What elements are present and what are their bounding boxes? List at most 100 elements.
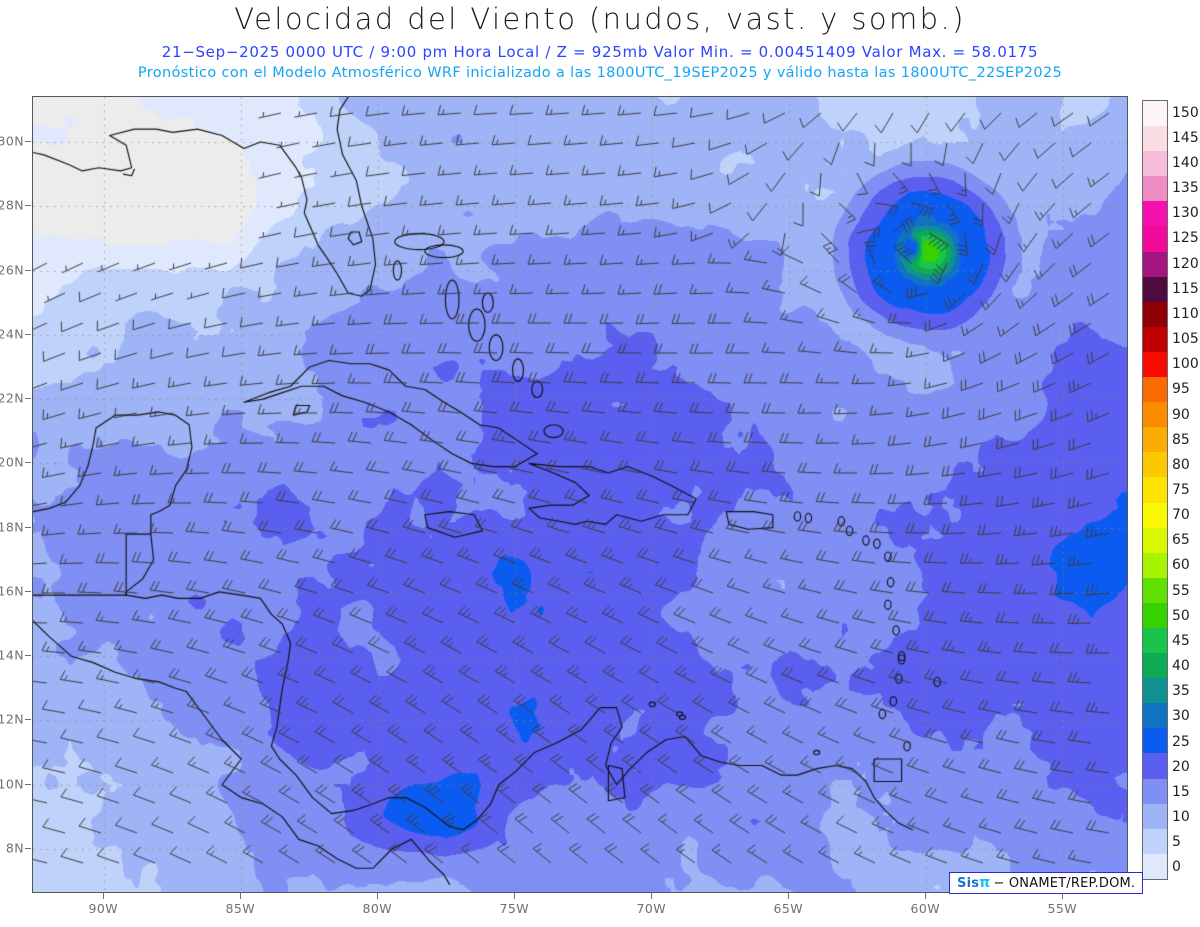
colorbar-tick-label: 55	[1172, 582, 1190, 599]
lon-tick-mark	[377, 893, 379, 899]
colorbar-tick-label: 5	[1172, 834, 1181, 851]
colorbar-tick-label: 70	[1172, 507, 1190, 524]
lon-tick-label: 90W	[88, 901, 118, 916]
lat-tick-mark	[25, 719, 31, 721]
colorbar-band	[1143, 151, 1167, 177]
colorbar-tick-label: 130	[1172, 205, 1199, 222]
lon-tick-label: 60W	[910, 901, 940, 916]
colorbar-tick-label: 10	[1172, 809, 1190, 826]
colorbar-band	[1143, 502, 1167, 528]
colorbar-band	[1143, 778, 1167, 804]
colorbar-band	[1143, 853, 1167, 879]
lat-tick-label: 10N	[0, 776, 24, 792]
lat-tick-mark	[25, 205, 31, 207]
lat-tick-mark	[25, 655, 31, 657]
colorbar-band	[1143, 577, 1167, 603]
colorbar-tick-label: 0	[1172, 859, 1181, 876]
lat-tick-mark	[25, 333, 31, 335]
wind-barb-layer	[33, 97, 1127, 892]
colorbar-band	[1143, 803, 1167, 829]
colorbar-band	[1143, 602, 1167, 628]
sis-logo-text: Sis	[957, 875, 980, 891]
colorbar-tick-label: 100	[1172, 356, 1199, 373]
colorbar-band	[1143, 828, 1167, 854]
lat-tick-mark	[25, 590, 31, 592]
lon-tick-label: 65W	[773, 901, 803, 916]
forecast-valid-line: 21−Sep−2025 0000 UTC / 9:00 pm Hora Loca…	[161, 43, 1039, 61]
colorbar-band	[1143, 678, 1167, 704]
colorbar-tick-label: 60	[1172, 557, 1190, 574]
colorbar-tick-label: 20	[1172, 758, 1190, 775]
colorbar-tick-label: 40	[1172, 658, 1190, 675]
lat-tick-label: 16N	[0, 583, 24, 599]
colorbar-tick-label: 80	[1172, 456, 1190, 473]
colorbar-tick-label: 125	[1172, 230, 1199, 247]
colorbar-band	[1143, 201, 1167, 227]
pi-logo-icon: π	[979, 875, 991, 891]
colorbar[interactable]	[1142, 100, 1168, 880]
colorbar-band	[1143, 101, 1167, 127]
lat-tick-mark	[25, 526, 31, 528]
lat-tick-mark	[25, 269, 31, 271]
colorbar-tick-label: 45	[1172, 632, 1190, 649]
colorbar-band	[1143, 377, 1167, 403]
colorbar-band	[1143, 527, 1167, 553]
colorbar-band	[1143, 452, 1167, 478]
colorbar-tick-label: 110	[1172, 305, 1199, 322]
colorbar-band	[1143, 753, 1167, 779]
colorbar-tick-label: 30	[1172, 708, 1190, 725]
colorbar-band	[1143, 402, 1167, 428]
lat-tick-label: 8N	[5, 840, 24, 856]
colorbar-band	[1143, 728, 1167, 754]
lat-tick-label: 22N	[0, 390, 24, 406]
lon-tick-label: 75W	[499, 901, 529, 916]
colorbar-band	[1143, 226, 1167, 252]
colorbar-band	[1143, 627, 1167, 654]
colorbar-tick-label: 65	[1172, 532, 1190, 549]
lon-tick-label: 55W	[1047, 901, 1077, 916]
colorbar-band	[1143, 176, 1167, 202]
lon-tick-label: 80W	[362, 901, 392, 916]
lat-tick-label: 28N	[0, 197, 24, 213]
agency-label: − ONAMET/REP.DOM.	[993, 875, 1136, 891]
lon-tick-mark	[788, 893, 790, 899]
lat-tick-mark	[25, 398, 31, 400]
lon-tick-mark	[925, 893, 927, 899]
colorbar-band	[1143, 126, 1167, 152]
lat-tick-label: 26N	[0, 262, 24, 278]
page-title: Velocidad del Viento (nudos, vast. y som…	[234, 2, 966, 36]
lat-tick-label: 14N	[0, 647, 24, 663]
colorbar-tick-label: 115	[1172, 280, 1199, 297]
lat-tick-mark	[25, 140, 31, 142]
colorbar-band	[1143, 427, 1167, 453]
lon-tick-mark	[651, 893, 653, 899]
colorbar-band	[1143, 703, 1167, 729]
lon-tick-label: 85W	[225, 901, 255, 916]
lon-tick-mark	[514, 893, 516, 899]
lat-tick-label: 30N	[0, 133, 24, 149]
attribution-badge: Sis π − ONAMET/REP.DOM.	[949, 872, 1144, 894]
lon-tick-label: 70W	[636, 901, 666, 916]
colorbar-tick-label: 140	[1172, 154, 1199, 171]
lat-tick-label: 24N	[0, 326, 24, 342]
colorbar-tick-label: 145	[1172, 129, 1199, 146]
colorbar-tick-label: 90	[1172, 406, 1190, 423]
lat-tick-label: 20N	[0, 454, 24, 470]
lon-tick-mark	[240, 893, 242, 899]
colorbar-band	[1143, 552, 1167, 578]
colorbar-band	[1143, 351, 1167, 378]
colorbar-tick-label: 120	[1172, 255, 1199, 272]
colorbar-band	[1143, 326, 1167, 352]
lon-tick-mark	[103, 893, 105, 899]
colorbar-tick-label: 15	[1172, 783, 1190, 800]
colorbar-band	[1143, 477, 1167, 503]
colorbar-tick-label: 95	[1172, 381, 1190, 398]
colorbar-band	[1143, 653, 1167, 679]
map-plot-area[interactable]	[32, 96, 1128, 893]
colorbar-tick-label: 85	[1172, 431, 1190, 448]
lat-tick-label: 12N	[0, 711, 24, 727]
colorbar-tick-label: 75	[1172, 482, 1190, 498]
colorbar-tick-label: 50	[1172, 607, 1190, 624]
colorbar-tick-label: 150	[1172, 104, 1199, 121]
